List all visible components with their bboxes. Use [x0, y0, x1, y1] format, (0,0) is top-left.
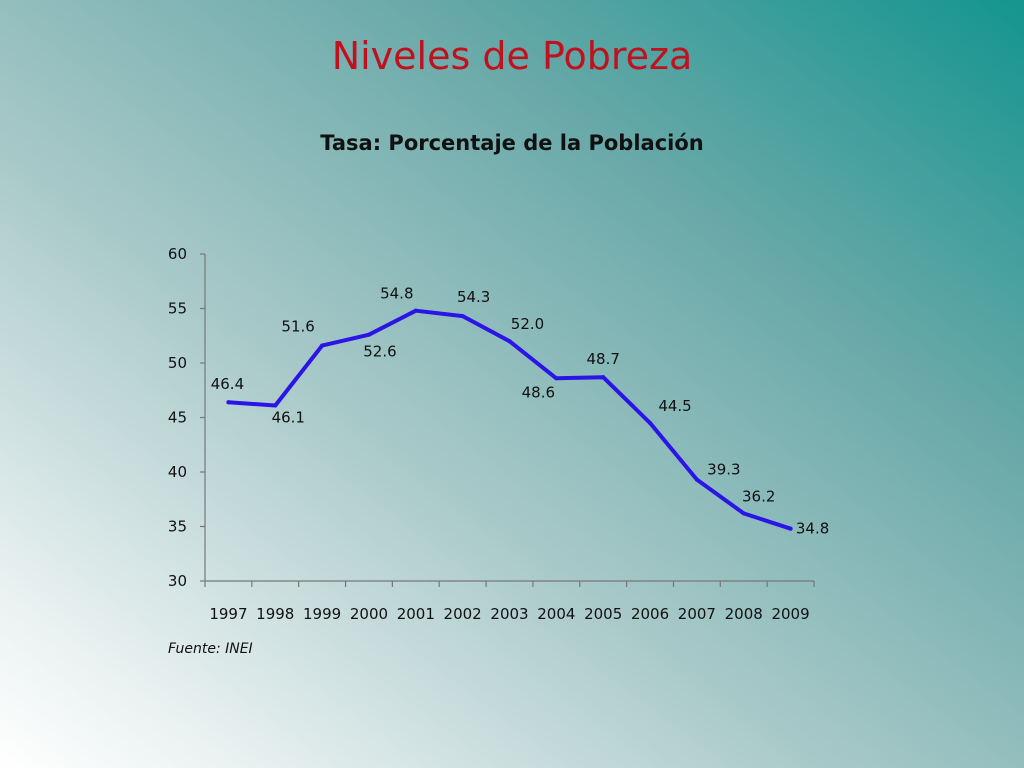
- y-tick-label: 55: [168, 300, 187, 318]
- data-point: [320, 343, 325, 348]
- x-tick-label: 1999: [303, 605, 341, 623]
- x-tick-label: 2008: [725, 605, 763, 623]
- series-line: [226, 308, 793, 531]
- data-point: [507, 339, 512, 344]
- data-label: 46.1: [272, 409, 305, 427]
- data-label: 34.8: [796, 520, 829, 538]
- x-tick-label: 2002: [444, 605, 482, 623]
- x-tick-label: 2007: [678, 605, 716, 623]
- data-point: [694, 477, 699, 482]
- data-point: [741, 511, 746, 516]
- data-label: 54.8: [380, 285, 413, 303]
- y-tick-label: 35: [168, 518, 187, 536]
- y-tick-label: 45: [168, 409, 187, 427]
- data-point: [460, 314, 465, 319]
- x-tick-label: 1997: [209, 605, 247, 623]
- x-tick-label: 2003: [490, 605, 528, 623]
- x-tick-label: 1998: [256, 605, 294, 623]
- slide-title: Niveles de Pobreza: [331, 34, 693, 78]
- data-label: 39.3: [707, 461, 740, 479]
- data-label: 52.6: [363, 343, 396, 361]
- y-tick-label: 60: [168, 245, 187, 263]
- data-point: [226, 400, 231, 405]
- data-point: [554, 376, 559, 381]
- data-point: [413, 308, 418, 313]
- source-note: Fuente: INEI: [168, 641, 253, 657]
- data-label: 36.2: [742, 487, 775, 505]
- data-point: [273, 403, 278, 408]
- data-label: 52.0: [511, 315, 544, 333]
- x-tick-label: 2006: [631, 605, 669, 623]
- data-point: [648, 420, 653, 425]
- x-tick-label: 2009: [771, 605, 809, 623]
- x-tick-label: 2004: [537, 605, 575, 623]
- data-label: 48.7: [586, 350, 619, 368]
- data-label: 44.5: [658, 397, 691, 415]
- y-tick-label: 50: [168, 354, 187, 372]
- x-tick-label: 2005: [584, 605, 622, 623]
- data-label: 48.6: [522, 383, 555, 401]
- data-label: 46.4: [211, 375, 244, 393]
- data-point: [788, 526, 793, 531]
- y-tick-label: 40: [168, 463, 187, 481]
- x-tick-label: 2000: [350, 605, 388, 623]
- data-label: 54.3: [457, 288, 490, 306]
- y-tick-label: 30: [168, 572, 187, 590]
- data-point: [366, 332, 371, 337]
- x-tick-label: 2001: [397, 605, 435, 623]
- data-point: [601, 375, 606, 380]
- data-label: 51.6: [281, 318, 314, 336]
- chart-title: Tasa: Porcentaje de la Población: [320, 131, 704, 155]
